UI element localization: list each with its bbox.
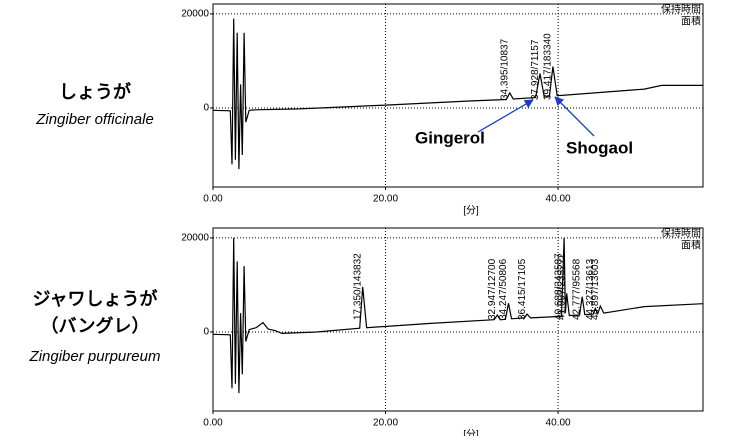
annotation: Shogaol bbox=[566, 138, 633, 157]
annotation: Gingerol bbox=[415, 128, 485, 147]
x-tick-label: 40.00 bbox=[546, 194, 571, 205]
corner-label: 保持時間 bbox=[661, 227, 701, 240]
annotation-arrow bbox=[554, 96, 595, 137]
y-tick-label: 20000 bbox=[181, 233, 209, 244]
corner-label: 面積 bbox=[681, 239, 701, 252]
plot-frame bbox=[212, 227, 704, 412]
peak-label: 36.415/17105 bbox=[517, 258, 528, 320]
x-tick-label: 20.00 bbox=[373, 194, 398, 205]
sample-name: Zingiber purpureum bbox=[29, 348, 161, 365]
x-tick-label: 40.00 bbox=[546, 418, 571, 429]
x-tick-label: 20.00 bbox=[373, 418, 398, 429]
sample-name: しょうが bbox=[59, 81, 131, 102]
plot-frame bbox=[212, 3, 704, 188]
peak-label: 44.327/13613 bbox=[585, 258, 596, 320]
x-tick-label: 0.00 bbox=[203, 194, 223, 205]
peak-label: 37.928/71157 bbox=[530, 39, 541, 100]
sample-name: Zingiber officinale bbox=[35, 111, 154, 128]
peak-label: 34.247/50806 bbox=[498, 258, 509, 320]
y-tick-label: 20000 bbox=[181, 9, 209, 20]
y-tick-label: 0 bbox=[203, 327, 209, 338]
sample-name: ジャワしょうが bbox=[32, 288, 157, 309]
chromatogram-trace bbox=[212, 237, 704, 394]
annotation-arrow bbox=[477, 99, 534, 133]
corner-label: 面積 bbox=[681, 15, 701, 28]
peak-label: 17.350/143832 bbox=[352, 253, 363, 320]
peak-label: 34.395/10837 bbox=[499, 38, 510, 100]
peak-label: 32.947/12700 bbox=[487, 258, 498, 320]
sample-name: （バングレ） bbox=[41, 315, 150, 336]
y-tick-label: 0 bbox=[203, 103, 209, 114]
x-axis-label: [分] bbox=[463, 429, 479, 436]
peak-label: 44.897/13603 bbox=[590, 258, 601, 320]
peak-label: 39.417/183340 bbox=[543, 33, 554, 100]
corner-label: 保持時間 bbox=[661, 3, 701, 16]
peak-label: 41.007/235272 bbox=[556, 253, 567, 320]
x-axis-label: [分] bbox=[463, 205, 479, 217]
chromatogram-trace bbox=[212, 18, 703, 170]
x-tick-label: 0.00 bbox=[203, 418, 223, 429]
peak-label: 40.688/343587 bbox=[554, 253, 565, 320]
peak-label: 42.777/95568 bbox=[572, 258, 583, 320]
